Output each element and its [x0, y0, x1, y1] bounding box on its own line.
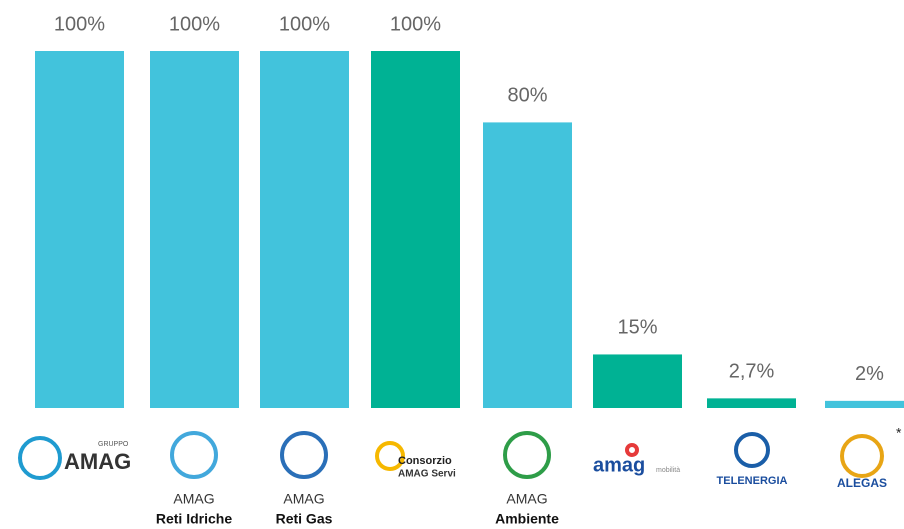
bar [483, 122, 572, 409]
logo-icon [840, 434, 884, 478]
category-label: mobilità [656, 467, 680, 474]
category-label: AMAG [506, 491, 547, 507]
category-label: AMAG Servi [398, 469, 456, 480]
category-label: Consorzio [398, 455, 452, 467]
category-label: Reti Idriche [156, 511, 232, 527]
category-label: Reti Gas [276, 511, 333, 527]
value-label: 15% [617, 317, 657, 339]
logo-icon [375, 441, 405, 471]
value-label: 100% [54, 13, 105, 35]
bar [593, 354, 682, 408]
category-label: AMAG [64, 449, 131, 474]
value-label: 100% [279, 13, 330, 35]
value-label: 100% [169, 13, 220, 35]
category-label: Ambiente [495, 511, 559, 527]
bar [260, 51, 349, 408]
bar [825, 400, 904, 408]
value-label: 2% [855, 363, 884, 385]
category-label: AMAG [283, 491, 324, 507]
logo-icon [625, 443, 639, 457]
bar [371, 51, 460, 408]
category-label: amag [593, 454, 645, 476]
bar [35, 51, 124, 408]
category-label: AMAG [173, 491, 214, 507]
note: * [896, 425, 902, 441]
logo-icon [734, 432, 770, 468]
value-label: 100% [390, 13, 441, 35]
value-label: 80% [507, 85, 547, 107]
logo-icon [280, 431, 328, 479]
bar [707, 398, 796, 408]
logo-icon [18, 436, 62, 480]
category-label: ALEGAS [837, 476, 887, 490]
value-label: 2,7% [729, 361, 775, 383]
category-label: TELENERGIA [717, 475, 788, 487]
logo-icon [170, 431, 218, 479]
bar [150, 51, 239, 408]
logo-icon [503, 431, 551, 479]
category-label: GRUPPO [98, 441, 129, 448]
